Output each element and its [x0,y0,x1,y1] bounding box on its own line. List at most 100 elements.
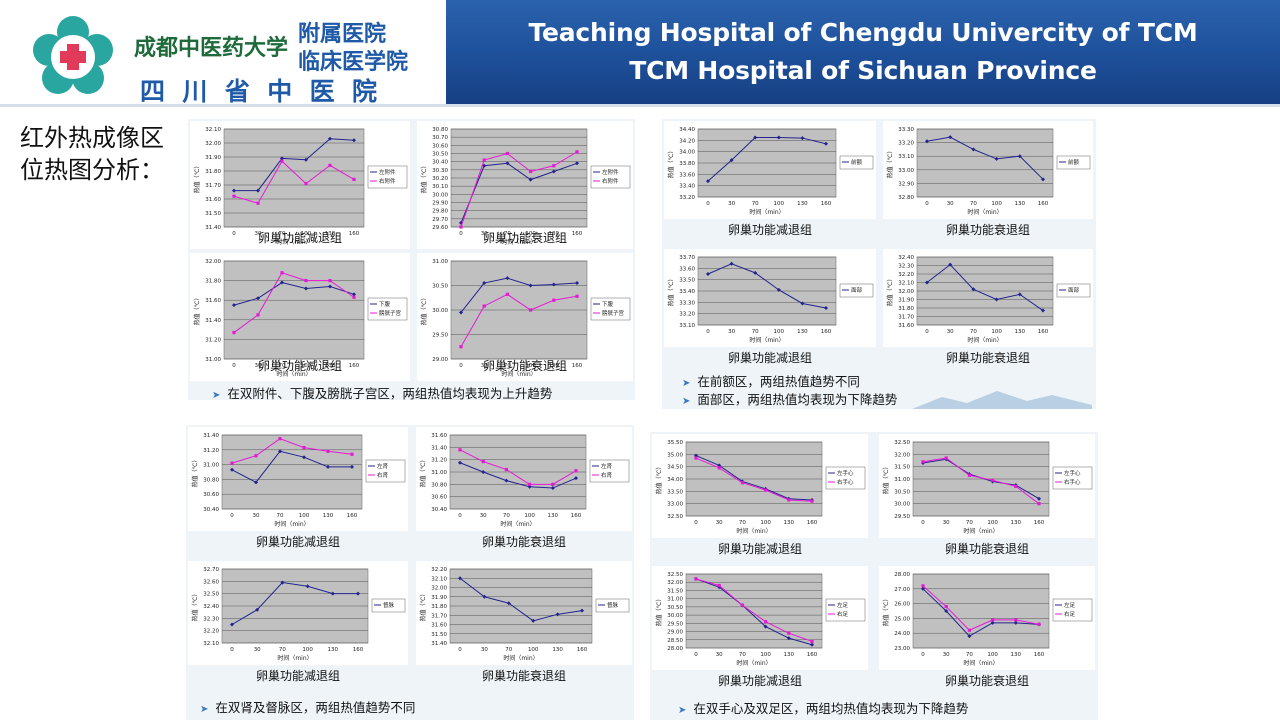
data-point [1037,502,1041,506]
legend-box [825,466,866,490]
line-chart: 31.40 31.20 31.00 30.80 30.60 30.40 热值（℃） 0 30 70… [188,427,408,531]
data-point [740,481,744,485]
x-tick-label: 0 [459,231,463,237]
data-point [459,345,463,349]
legend-box [825,598,866,622]
data-point [948,135,953,140]
data-point [528,283,533,288]
y-tick-label: 31.40 [205,225,221,231]
x-tick-label: 160 [349,363,360,369]
y-tick-label: 32.00 [898,289,914,295]
x-tick-label: 160 [572,363,583,369]
series-line [695,455,813,501]
data-point [352,138,356,143]
data-point [550,486,555,491]
data-point [302,445,306,450]
series-line [231,438,353,464]
plot-area [223,128,365,228]
y-tick-label: 31.80 [205,169,221,175]
y-tick-label: 32.20 [431,567,447,573]
chart-svg: 28.00 27.00 26.00 25.00 24.00 23.00 热值（℃） 0 30 70… [882,572,1093,667]
data-point [280,271,284,275]
y-tick-label: 29.50 [667,621,683,627]
legend-label: 下腹 [379,300,391,308]
y-tick-label: 31.20 [203,448,219,454]
data-point [352,292,356,297]
x-tick-label: 160 [807,652,818,658]
y-tick-label: 29.80 [432,209,448,215]
data-point [967,634,972,639]
x-tick-label: 130 [323,513,334,519]
data-point [787,498,791,502]
plot-area [916,128,1054,198]
y-tick-label: 25.00 [894,616,910,622]
header-divider [0,104,1280,107]
data-point [1037,496,1041,501]
chart-caption: 卵巢功能衰退组 [945,351,1030,365]
data-point [528,482,532,486]
y-tick-label: 31.40 [431,641,447,647]
data-point [1037,622,1041,626]
legend-box [367,297,408,321]
chart-caption: 卵巢功能减退组 [255,535,340,549]
line-chart: 33.30 33.20 33.10 33.00 32.90 32.80 热值（℃） 0 30 70… [883,121,1093,219]
y-tick-label: 32.50 [894,440,910,446]
y-tick-label: 28.00 [667,646,683,652]
x-tick-label: 70 [504,363,511,369]
legend-label: 左肾 [601,462,613,470]
data-point [482,594,487,599]
y-tick-label: 30.80 [432,127,448,133]
y-tick-label: 31.60 [431,433,447,439]
x-tick-label: 100 [760,520,771,526]
series-line [459,462,577,489]
data-point [256,201,260,205]
slide-header: 成都中医药大学 附属医院 临床医学院 四 川 省 中 医 院 Teaching … [0,0,1280,107]
y-tick-label: 34.00 [679,150,695,156]
y-tick-label: 31.60 [205,197,221,203]
legend-label: 下腹 [602,300,614,308]
x-axis-label: 时间（min） [276,370,311,378]
bullet-icon: ➤ [682,396,691,407]
data-point [1041,308,1045,313]
y-axis-label: 热值（℃） [655,596,663,627]
summary-note-text: 在双肾及督脉区，两组热值趋势不同 [215,700,416,715]
data-point [302,455,306,460]
x-tick-label: 30 [481,647,488,653]
mountain-decoration [912,391,1092,409]
plot-area [223,260,365,360]
x-tick-label: 70 [739,520,746,526]
y-tick-label: 33.50 [679,278,695,284]
line-chart: 34.40 34.20 34.00 33.80 33.60 33.40 33.20 热值（℃）… [664,121,876,219]
data-point [481,459,485,464]
x-tick-label: 0 [458,513,462,519]
data-point [278,437,282,441]
y-tick-label: 34.00 [667,477,683,483]
x-tick-label: 70 [279,363,286,369]
series-line [922,457,1040,505]
data-point [254,454,258,458]
series-line [459,577,583,622]
legend-label: 左附件 [602,168,619,176]
y-tick-label: 29.60 [432,225,448,231]
x-tick-label: 130 [784,520,795,526]
data-point [232,188,236,193]
y-axis-label: 热值（℃） [419,591,427,622]
x-tick-label: 30 [255,363,262,369]
chart-caption: 卵巢功能减退组 [257,231,342,245]
x-tick-label: 100 [991,329,1002,335]
legend-box [590,165,631,189]
legend-box [371,598,406,613]
y-tick-label: 29.70 [432,217,448,223]
x-tick-label: 70 [966,520,973,526]
data-point [706,179,710,184]
data-point [764,488,768,492]
data-point [505,276,510,281]
y-tick-label: 30.50 [667,605,683,611]
y-tick-label: 32.30 [898,264,914,270]
line-chart: 32.50 32.00 31.50 31.00 30.50 30.00 29.50 29.00… [652,566,868,670]
y-tick-label: 32.00 [431,586,447,592]
hospital-logo-icon [33,16,113,94]
data-point [575,281,579,286]
y-tick-label: 32.10 [431,576,447,582]
x-tick-label: 160 [1038,201,1049,207]
